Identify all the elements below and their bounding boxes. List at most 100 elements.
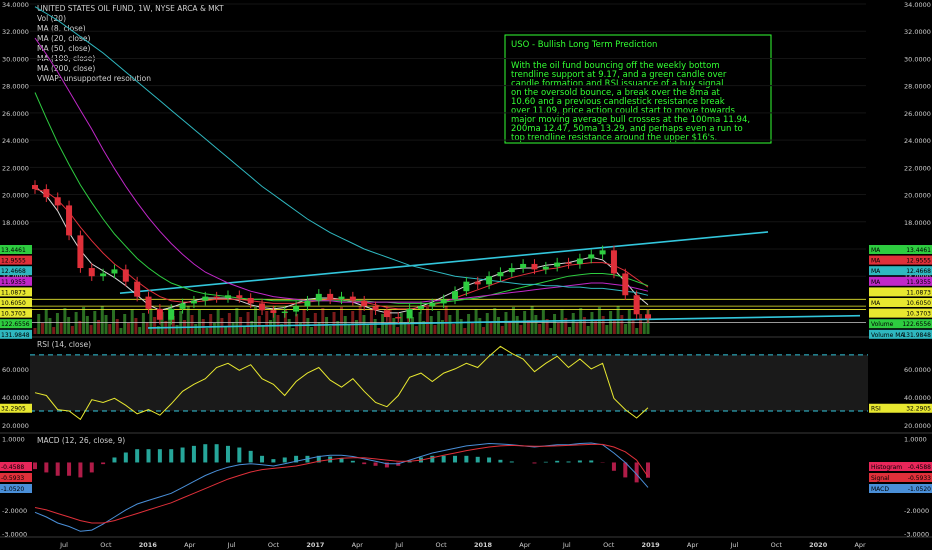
- candle-body: [417, 306, 424, 309]
- volume-bar: [538, 324, 542, 334]
- volume-bar: [373, 319, 377, 334]
- volume-bar: [624, 324, 628, 334]
- left-price-label-value: 131.9848: [1, 332, 30, 339]
- volume-bar: [224, 327, 228, 334]
- volume-bar: [459, 319, 463, 334]
- macd-hist-bar: [362, 462, 367, 465]
- candle-body: [429, 303, 436, 307]
- rsi-y-tick-right: 20.0000: [904, 422, 931, 430]
- volume-bar: [276, 315, 280, 334]
- left-price-label-bg: [0, 287, 32, 297]
- volume-bar: [302, 309, 306, 334]
- x-tick-label: 2020: [809, 541, 828, 549]
- left-price-label-bg: [0, 245, 32, 254]
- candle-body: [338, 296, 345, 300]
- candle-body: [542, 266, 549, 270]
- macd-hist-bar: [191, 445, 196, 463]
- volume-bar: [190, 315, 194, 334]
- candle-body: [88, 268, 95, 277]
- volume-bar: [74, 312, 78, 334]
- candle-body: [213, 296, 220, 298]
- volume-bar: [549, 328, 553, 334]
- macd-hist-bar: [350, 460, 355, 463]
- macd-hist-bar: [373, 462, 378, 466]
- volume-bar: [317, 322, 321, 334]
- candle-body: [111, 269, 118, 274]
- right-price-label-bg: [869, 329, 932, 339]
- candle-body: [565, 262, 572, 264]
- x-tick-label: Apr: [352, 541, 364, 549]
- macd-hist-bar: [646, 462, 650, 478]
- x-tick-label: Oct: [771, 541, 783, 549]
- volume-bar: [553, 314, 557, 334]
- volume-bar: [231, 322, 235, 334]
- annotation-box: [504, 34, 772, 144]
- x-tick-label: 2018: [474, 541, 493, 549]
- candle-body: [633, 295, 640, 315]
- volume-bar: [478, 318, 482, 334]
- right-price-label-name: MA: [871, 300, 881, 307]
- x-tick-label: 2016: [139, 541, 158, 549]
- candle-body: [452, 291, 459, 300]
- candle-body: [77, 235, 84, 269]
- right-price-label-value: 12.4668: [906, 268, 931, 275]
- volume-bar: [141, 313, 145, 334]
- volume-bar: [272, 306, 276, 334]
- volume-bar: [85, 316, 89, 334]
- y-tick-right: 32.0000: [904, 28, 931, 36]
- right-price-label-name: MA: [871, 258, 881, 265]
- macd-hist-bar: [611, 462, 616, 471]
- volume-bar: [44, 309, 48, 334]
- volume-bar: [377, 328, 381, 334]
- volume-bar: [407, 308, 411, 334]
- volume-bar: [340, 307, 343, 334]
- volume-bar: [63, 308, 67, 334]
- y-tick-right: 34.0000: [904, 1, 931, 9]
- macd-hist-bar: [339, 458, 344, 463]
- left-price-label: 11.0873: [0, 287, 32, 297]
- y-tick-right: 26.0000: [904, 110, 931, 118]
- right-price-label-value: 10.6050: [906, 300, 931, 307]
- macd-right-label-name: MACD: [871, 486, 889, 493]
- volume-bar: [582, 317, 586, 334]
- right-price-label: MA 11.9355: [869, 276, 932, 286]
- rsi-y-tick-left: 60.0000: [2, 366, 29, 374]
- candle-body: [474, 281, 481, 285]
- macd-y-tick-left: -2.0000: [2, 507, 27, 515]
- macd-left-label-bg: [0, 484, 32, 493]
- candle-body: [383, 310, 390, 318]
- left-price-label-bg: [0, 319, 32, 329]
- annotation-line-7: major moving average bull crosses at the…: [511, 115, 750, 125]
- rsi-y-tick-right: 40.0000: [904, 394, 931, 402]
- candle-body: [281, 311, 288, 313]
- left-price-label: 12.4668: [0, 266, 32, 276]
- macd-hist-bar: [260, 455, 265, 463]
- volume-bar: [594, 321, 598, 334]
- volume-bar: [354, 320, 358, 334]
- macd-hist-bar: [112, 457, 117, 463]
- left-price-label-bg: [0, 308, 32, 318]
- volume-bar: [227, 313, 231, 334]
- right-price-label: 11.0873: [869, 287, 932, 297]
- left-price-label-bg: [0, 266, 32, 276]
- annotation-line-9: top trendline resistance around the uppe…: [511, 133, 717, 143]
- macd-hist-bar: [67, 462, 72, 476]
- macd-hist-bar: [89, 462, 94, 473]
- macd-left-label-bg: [0, 473, 32, 482]
- chart-title: UNITED STATES OIL FUND, 1W, NYSE ARCA & …: [37, 4, 224, 13]
- candle-body: [463, 281, 470, 292]
- macd-right-label: Histogram -0.4588: [869, 462, 932, 471]
- macd-hist-bar: [464, 455, 469, 463]
- macd-right-label-bg: [869, 462, 932, 471]
- macd-hist-bar: [566, 461, 571, 463]
- legend-ma8: MA (8, close): [37, 24, 86, 33]
- x-tick-label: Jul: [562, 541, 571, 549]
- volume-bar: [452, 324, 456, 334]
- macd-hist-bar: [532, 462, 537, 464]
- volume-bar: [530, 306, 534, 334]
- candle-body: [361, 300, 368, 307]
- volume-bar: [564, 318, 568, 334]
- x-tick-label: Jul: [227, 541, 236, 549]
- macd-hist-bar: [634, 462, 639, 483]
- volume-bar: [384, 323, 388, 334]
